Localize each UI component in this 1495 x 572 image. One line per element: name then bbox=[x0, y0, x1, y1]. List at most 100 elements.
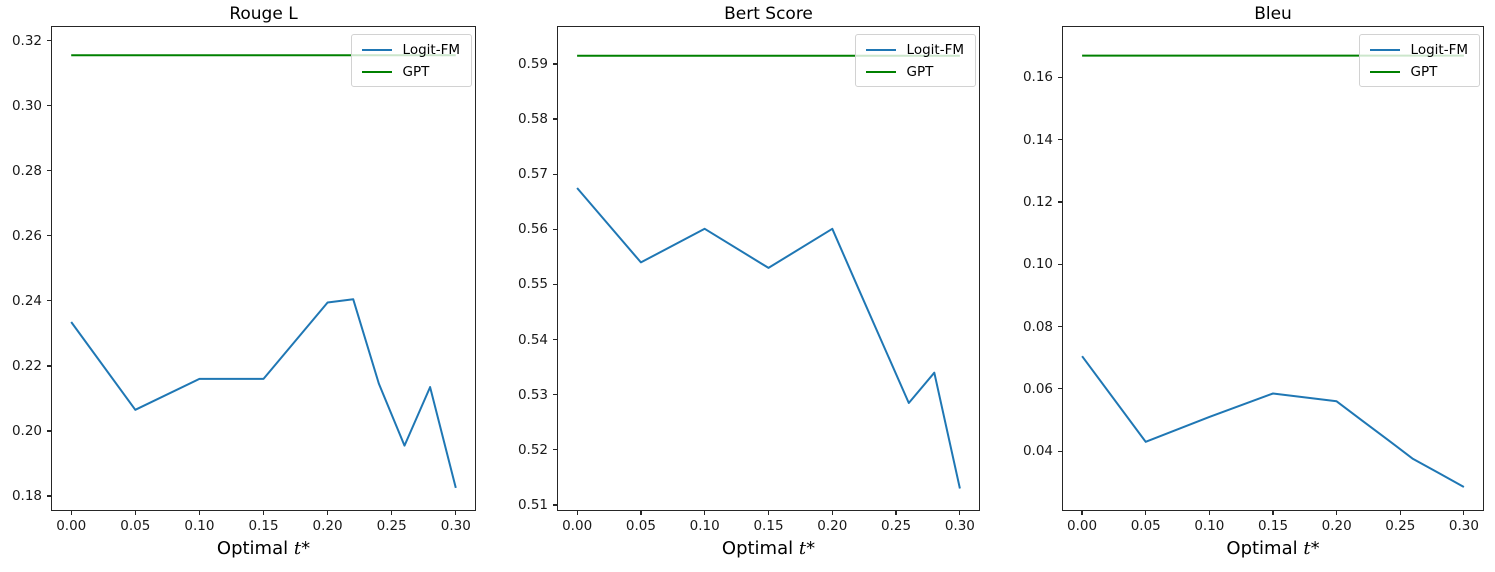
y-tick-label: 0.32 bbox=[11, 32, 42, 49]
y-tick-label: 0.52 bbox=[517, 441, 548, 458]
legend-entry-gpt: GPT bbox=[865, 62, 964, 81]
y-tick bbox=[47, 170, 51, 172]
y-tick bbox=[47, 300, 51, 302]
chart-title: Bert Score bbox=[724, 4, 813, 24]
plot-lines bbox=[576, 54, 961, 489]
y-tick bbox=[553, 283, 557, 286]
x-tick-label: 0.25 bbox=[1385, 518, 1416, 534]
legend-sample-logit-fm bbox=[865, 48, 896, 51]
x-tick-label: 0.20 bbox=[1321, 518, 1352, 534]
legend-label-gpt: GPT bbox=[402, 63, 430, 80]
x-tick-label: 0.30 bbox=[944, 518, 975, 534]
x-tick-label: 0.15 bbox=[248, 518, 279, 534]
legend: Logit-FM GPT bbox=[854, 34, 976, 87]
legend-label-gpt: GPT bbox=[1410, 63, 1438, 80]
y-tick bbox=[553, 339, 557, 341]
x-tick bbox=[767, 511, 770, 515]
y-tick bbox=[553, 63, 557, 65]
x-tick-label: 0.30 bbox=[1448, 518, 1479, 534]
x-tick-label: 0.10 bbox=[184, 518, 215, 534]
y-tick-label: 0.51 bbox=[517, 497, 548, 514]
x-tick-label: 0.05 bbox=[120, 518, 151, 534]
y-tick bbox=[1058, 201, 1062, 203]
x-axis-label-prefix: Optimal bbox=[1226, 538, 1304, 559]
x-tick-label: 0.05 bbox=[625, 518, 656, 534]
x-axis-label-prefix: Optimal bbox=[216, 538, 294, 559]
x-axis-label: Optimal t* bbox=[1063, 538, 1483, 559]
y-tick-label: 0.12 bbox=[1022, 194, 1053, 210]
x-tick bbox=[1399, 511, 1401, 515]
x-tick-label: 0.20 bbox=[312, 518, 343, 534]
y-tick-label: 0.20 bbox=[11, 422, 42, 439]
legend-entry-logit-fm: Logit-FM bbox=[865, 40, 964, 59]
y-tick-label: 0.59 bbox=[517, 55, 548, 72]
x-tick bbox=[831, 511, 833, 515]
x-tick-label: 0.00 bbox=[56, 518, 87, 534]
x-axis-label: Optimal t* bbox=[52, 538, 475, 559]
legend-sample-gpt bbox=[361, 70, 392, 73]
x-axis-label-suffix: * bbox=[806, 538, 816, 559]
line-logit-fm bbox=[70, 298, 457, 489]
y-tick-label: 0.10 bbox=[1022, 256, 1053, 273]
y-tick-label: 0.56 bbox=[517, 221, 548, 238]
y-tick bbox=[553, 228, 557, 230]
legend-label-gpt: GPT bbox=[906, 63, 934, 80]
y-tick bbox=[1058, 325, 1062, 328]
x-tick-label: 0.30 bbox=[440, 518, 471, 534]
x-tick bbox=[391, 511, 393, 515]
x-tick bbox=[326, 511, 329, 515]
x-tick bbox=[262, 511, 265, 515]
line-logit-fm bbox=[576, 187, 961, 489]
x-tick-label: 0.20 bbox=[817, 518, 848, 534]
x-axis-label-variable: t bbox=[293, 538, 302, 559]
y-tick-label: 0.14 bbox=[1022, 131, 1053, 148]
y-tick bbox=[553, 504, 557, 506]
legend: Logit-FM GPT bbox=[1358, 34, 1480, 87]
x-tick bbox=[704, 511, 706, 515]
chart-title: Rouge L bbox=[229, 4, 298, 24]
x-tick bbox=[455, 511, 457, 515]
x-tick-label: 0.10 bbox=[689, 518, 720, 534]
y-tick-label: 0.26 bbox=[11, 227, 42, 244]
x-tick bbox=[1081, 511, 1083, 515]
y-tick bbox=[47, 235, 51, 237]
x-tick-label: 0.00 bbox=[1067, 518, 1098, 534]
y-tick-label: 0.04 bbox=[1022, 443, 1053, 460]
y-tick-label: 0.16 bbox=[1022, 69, 1053, 86]
y-tick bbox=[553, 394, 557, 396]
legend-entry-gpt: GPT bbox=[1369, 62, 1468, 81]
legend-sample-logit-fm bbox=[361, 48, 392, 51]
y-tick-label: 0.08 bbox=[1022, 318, 1053, 335]
y-tick bbox=[553, 449, 557, 451]
y-tick bbox=[47, 105, 51, 107]
y-tick-label: 0.55 bbox=[517, 276, 548, 293]
x-tick bbox=[1272, 511, 1274, 515]
y-tick bbox=[47, 365, 51, 367]
y-tick bbox=[47, 430, 51, 432]
legend-entry-gpt: GPT bbox=[361, 62, 460, 81]
legend-entry-logit-fm: Logit-FM bbox=[361, 40, 460, 59]
plot-area: Logit-FM GPT bbox=[1062, 26, 1484, 511]
x-tick-label: 0.15 bbox=[753, 518, 784, 534]
y-tick-label: 0.58 bbox=[517, 111, 548, 128]
legend: Logit-FM GPT bbox=[350, 34, 472, 87]
legend-label-logit-fm: Logit-FM bbox=[402, 41, 460, 58]
y-tick-label: 0.57 bbox=[517, 166, 548, 183]
x-tick bbox=[1336, 511, 1338, 515]
y-tick-label: 0.24 bbox=[11, 292, 42, 309]
y-tick-label: 0.22 bbox=[11, 357, 42, 374]
x-tick bbox=[1145, 511, 1147, 515]
line-logit-fm bbox=[1081, 355, 1465, 488]
x-tick-label: 0.05 bbox=[1130, 518, 1161, 534]
legend-entry-logit-fm: Logit-FM bbox=[1369, 40, 1468, 59]
x-axis-label-suffix: * bbox=[1310, 538, 1320, 559]
x-tick bbox=[198, 511, 200, 515]
y-tick-label: 0.06 bbox=[1022, 380, 1053, 397]
x-tick bbox=[959, 511, 961, 515]
y-tick bbox=[1058, 388, 1062, 390]
chart-title: Bleu bbox=[1254, 4, 1292, 24]
